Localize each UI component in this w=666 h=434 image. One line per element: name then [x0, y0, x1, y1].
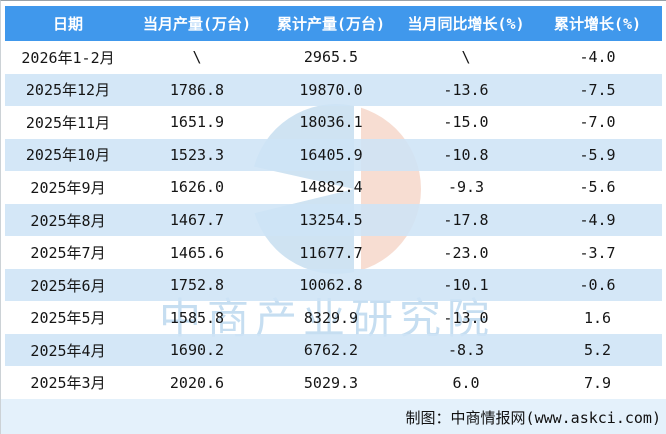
- value-cell: 1585.8: [169, 308, 225, 327]
- value-cell: 2965.5: [303, 48, 359, 67]
- table-row: 2025年4月 1690.2 6762.2 -8.3 5.2: [5, 333, 662, 367]
- value-cell: 1752.8: [169, 276, 225, 295]
- date-cell: 2025年5月: [30, 309, 106, 328]
- date-cell: 2025年10月: [25, 146, 111, 165]
- value-cell: -0.6: [579, 276, 616, 295]
- value-cell: 1786.8: [169, 80, 225, 99]
- date-cell: 2025年4月: [30, 341, 106, 360]
- table-row: 2025年7月 1465.6 11677.7 -23.0 -3.7: [5, 236, 662, 269]
- value-cell: -7.5: [579, 80, 616, 99]
- value-cell: -17.8: [443, 211, 489, 229]
- value-cell: -13.0: [443, 308, 489, 327]
- value-cell: 13254.5: [299, 211, 363, 229]
- date-cell: 2025年8月: [30, 211, 106, 230]
- date-cell: 2025年11月: [25, 113, 111, 132]
- value-cell: -15.0: [443, 113, 489, 132]
- value-cell: 6.0: [452, 373, 480, 392]
- production-data-table: 日期 当月产量(万台) 累计产量(万台) 当月同比增长(%) 累计增长(%) 2…: [5, 6, 662, 399]
- table-row: 2025年11月 1651.9 18036.1 -15.0 -7.0: [5, 106, 662, 139]
- value-cell: 16405.9: [299, 145, 363, 164]
- value-cell: -5.6: [579, 178, 616, 197]
- value-cell: 1626.0: [169, 178, 225, 197]
- column-header-cumulative-growth: 累计增长(%): [553, 15, 642, 33]
- table-row: 2025年3月 2020.6 5029.3 6.0 7.9: [5, 366, 662, 399]
- value-cell: -5.9: [579, 145, 616, 164]
- credit-text: 制图：中商情报网(www.askci.com): [405, 408, 661, 427]
- value-cell: 10062.8: [299, 276, 363, 295]
- value-cell: 19870.0: [299, 80, 363, 99]
- value-cell: -4.9: [579, 211, 616, 229]
- date-cell: 2025年3月: [30, 374, 106, 393]
- date-cell: 2025年6月: [30, 276, 106, 295]
- value-cell: 18036.1: [299, 113, 363, 132]
- table-row: 2025年5月 1585.8 8329.9 -13.0 1.6: [5, 301, 662, 334]
- value-cell: 5029.3: [303, 373, 359, 392]
- value-cell: 1465.6: [169, 243, 225, 262]
- value-cell: 1.6: [583, 308, 612, 327]
- value-cell: -3.7: [579, 243, 616, 262]
- table-row: 2025年9月 1626.0 14882.4 -9.3 -5.6: [5, 171, 662, 204]
- value-cell: -13.6: [443, 80, 489, 99]
- table-row: 2025年6月 1752.8 10062.8 -10.1 -0.6: [5, 268, 662, 302]
- column-header-date: 日期: [52, 15, 83, 33]
- value-cell: -9.3: [447, 178, 485, 197]
- value-cell: 14882.4: [299, 178, 363, 197]
- date-cell: 2025年9月: [30, 178, 106, 197]
- table-row: 2025年8月 1467.7 13254.5 -17.8 -4.9: [5, 203, 662, 237]
- table-body: 2026年1-2月 \ 2965.5 \ -4.0 2025年12月 1786.8 19870…: [5, 41, 662, 399]
- value-cell: 1467.7: [169, 211, 225, 229]
- value-cell: 1690.2: [169, 341, 225, 360]
- column-header-monthly-yoy-growth: 当月同比增长(%): [407, 15, 525, 33]
- value-cell: -4.0: [579, 48, 616, 67]
- value-cell: 1523.3: [169, 145, 225, 164]
- value-cell: 7.9: [583, 373, 612, 392]
- value-cell: -8.3: [447, 341, 485, 360]
- value-cell: -10.1: [443, 276, 489, 295]
- value-cell: \: [461, 48, 471, 67]
- table-header-row: 日期 当月产量(万台) 累计产量(万台) 当月同比增长(%) 累计增长(%): [5, 6, 662, 41]
- credit-bar: 制图：中商情报网(www.askci.com): [1, 399, 666, 434]
- table-row: 2026年1-2月 \ 2965.5 \ -4.0: [5, 41, 662, 74]
- value-cell: -23.0: [443, 243, 489, 262]
- value-cell: -10.8: [443, 145, 489, 164]
- column-header-cumulative-output: 累计产量(万台): [276, 15, 386, 33]
- value-cell: \: [192, 48, 202, 67]
- value-cell: 1651.9: [169, 113, 225, 132]
- date-cell: 2025年7月: [30, 244, 106, 263]
- date-cell: 2026年1-2月: [21, 48, 115, 67]
- value-cell: 2020.6: [169, 373, 225, 392]
- value-cell: 5.2: [583, 341, 612, 360]
- value-cell: 11677.7: [299, 243, 363, 262]
- value-cell: 6762.2: [303, 341, 359, 360]
- value-cell: -7.0: [579, 113, 616, 132]
- value-cell: 8329.9: [303, 308, 359, 327]
- table-row: 2025年12月 1786.8 19870.0 -13.6 -7.5: [5, 73, 662, 107]
- date-cell: 2025年12月: [25, 81, 111, 100]
- column-header-monthly-output: 当月产量(万台): [142, 15, 252, 33]
- table-row: 2025年10月 1523.3 16405.9 -10.8 -5.9: [5, 138, 662, 172]
